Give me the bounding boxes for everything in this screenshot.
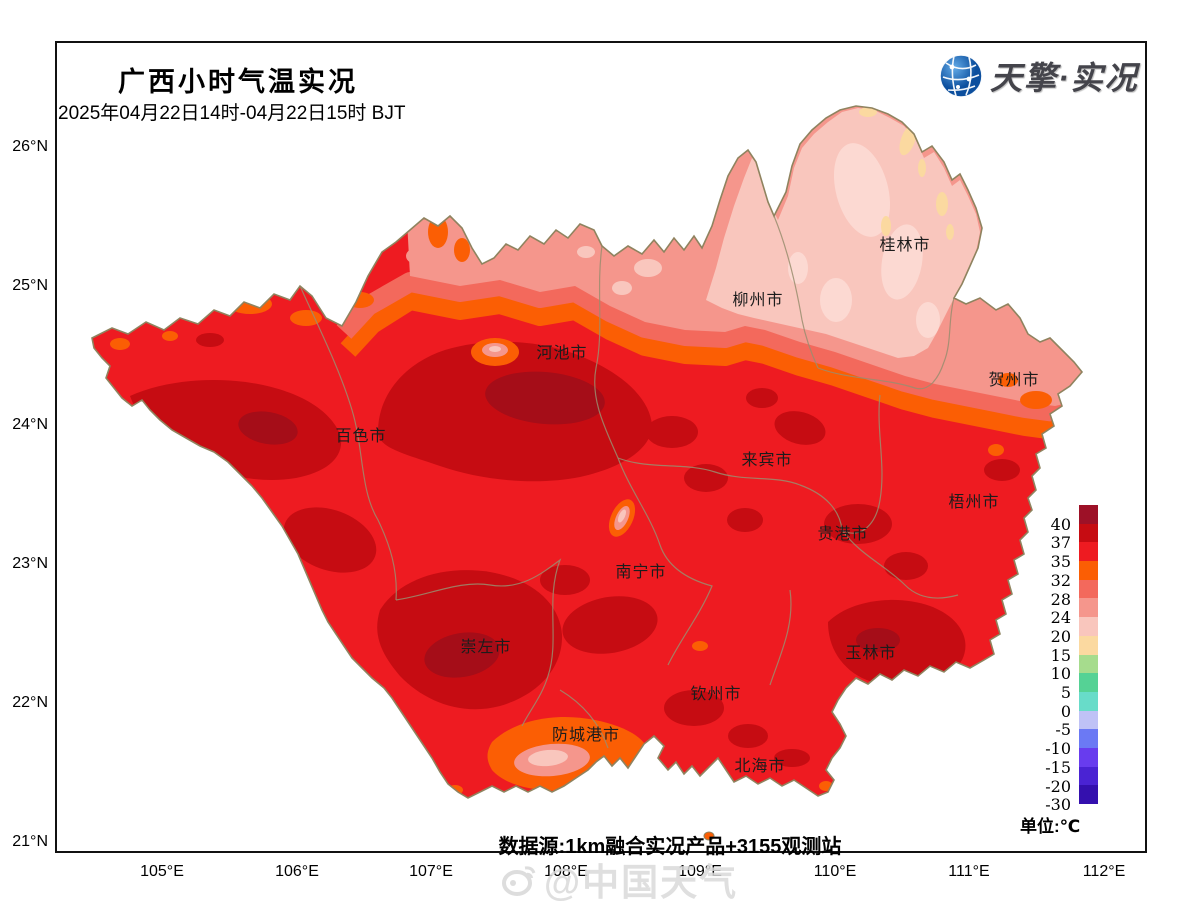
colorbar-swatch bbox=[1079, 654, 1098, 674]
lon-label-111e: 111°E bbox=[948, 863, 990, 880]
colorbar-swatch bbox=[1079, 561, 1098, 580]
unit-label: 单位:℃ bbox=[1020, 817, 1081, 836]
page-subtitle: 2025年04月22日14时-04月22日15时 BJT bbox=[58, 103, 406, 124]
lon-label-107e: 107°E bbox=[409, 863, 453, 880]
colorbar-swatch bbox=[1079, 598, 1098, 618]
city-label-guigang: 贵港市 bbox=[817, 526, 869, 543]
lat-label-24n: 24°N bbox=[12, 416, 48, 433]
colorbar-swatch bbox=[1079, 691, 1098, 711]
city-label-fangchenggang: 防城港市 bbox=[551, 727, 621, 744]
city-label-laibin: 来宾市 bbox=[741, 452, 793, 469]
weibo-icon bbox=[502, 866, 536, 896]
colorbar-swatch bbox=[1079, 729, 1098, 748]
colorbar-label: 0 bbox=[1060, 702, 1071, 721]
lat-label-26n: 26°N bbox=[12, 138, 48, 155]
colorbar-swatch bbox=[1079, 523, 1098, 543]
colorbar-label: 20 bbox=[1050, 627, 1071, 646]
city-label-nanning: 南宁市 bbox=[615, 564, 667, 581]
colorbar-swatch bbox=[1079, 710, 1098, 730]
lon-label-112e: 112°E bbox=[1082, 863, 1126, 880]
colorbar-swatch bbox=[1079, 542, 1098, 562]
watermark: @中国天气 bbox=[498, 852, 738, 906]
city-label-yulin: 玉林市 bbox=[845, 645, 897, 662]
data-source-note: 数据源:1km融合实况产品+3155观测站 bbox=[498, 836, 842, 858]
colorbar-label: 5 bbox=[1060, 683, 1071, 702]
colorbar-swatch bbox=[1079, 617, 1098, 636]
colorbar-swatch bbox=[1079, 747, 1098, 767]
lat-label-21n: 21°N bbox=[12, 833, 48, 850]
colorbar-label: 15 bbox=[1050, 646, 1071, 665]
city-label-wuzhou: 梧州市 bbox=[948, 494, 1000, 511]
city-label-baise: 百色市 bbox=[335, 428, 387, 445]
colorbar-label: 35 bbox=[1050, 552, 1071, 571]
tianqing-logo: 天擎·实况 bbox=[938, 53, 1139, 99]
lat-label-22n: 22°N bbox=[12, 694, 48, 711]
lon-label-109e: 109°E bbox=[678, 863, 722, 880]
colorbar-swatch bbox=[1079, 766, 1098, 786]
lon-label-110e: 110°E bbox=[813, 863, 857, 880]
watermark-text: @中国天气 bbox=[544, 862, 739, 903]
city-label-hezhou: 贺州市 bbox=[988, 372, 1040, 389]
city-label-qinzhou: 钦州市 bbox=[690, 686, 742, 703]
city-label-chongzuo: 崇左市 bbox=[460, 639, 512, 656]
colorbar-swatch bbox=[1079, 673, 1098, 692]
colorbar-label: -10 bbox=[1045, 739, 1071, 758]
page-title: 广西小时气温实况 bbox=[118, 67, 358, 97]
colorbar-label: 40 bbox=[1050, 515, 1071, 534]
colorbar-swatch bbox=[1079, 635, 1098, 655]
globe-icon bbox=[939, 54, 983, 98]
province-outline bbox=[91, 105, 1084, 799]
lon-label-106e: 106°E bbox=[275, 863, 319, 880]
lon-label-105e: 105°E bbox=[140, 863, 184, 880]
colorbar-swatch bbox=[1079, 505, 1098, 524]
colorbar-label: -15 bbox=[1045, 758, 1071, 777]
weizhou-island bbox=[703, 831, 715, 841]
colorbar-label: 24 bbox=[1050, 608, 1071, 627]
colorbar-label: 37 bbox=[1050, 533, 1071, 552]
logo-text: 天擎·实况 bbox=[990, 60, 1139, 96]
city-label-hechi: 河池市 bbox=[536, 345, 588, 362]
lon-label-108e: 108°E bbox=[544, 863, 588, 880]
colorbar-label: 10 bbox=[1050, 664, 1071, 683]
colorbar-label: 32 bbox=[1050, 571, 1071, 590]
colorbar-label: -5 bbox=[1055, 720, 1071, 739]
city-label-guilin: 桂林市 bbox=[879, 237, 931, 254]
colorbar-label: -30 bbox=[1045, 795, 1071, 814]
colorbar-label: -20 bbox=[1045, 777, 1071, 796]
city-label-beihai: 北海市 bbox=[734, 758, 786, 775]
lat-label-23n: 23°N bbox=[12, 555, 48, 572]
colorbar-swatch bbox=[1079, 579, 1098, 599]
colorbar-swatch bbox=[1079, 785, 1098, 804]
city-label-liuzhou: 柳州市 bbox=[732, 292, 784, 309]
colorbar-label: 28 bbox=[1050, 590, 1071, 609]
lat-label-25n: 25°N bbox=[12, 277, 48, 294]
temperature-colorbar bbox=[1079, 505, 1098, 804]
